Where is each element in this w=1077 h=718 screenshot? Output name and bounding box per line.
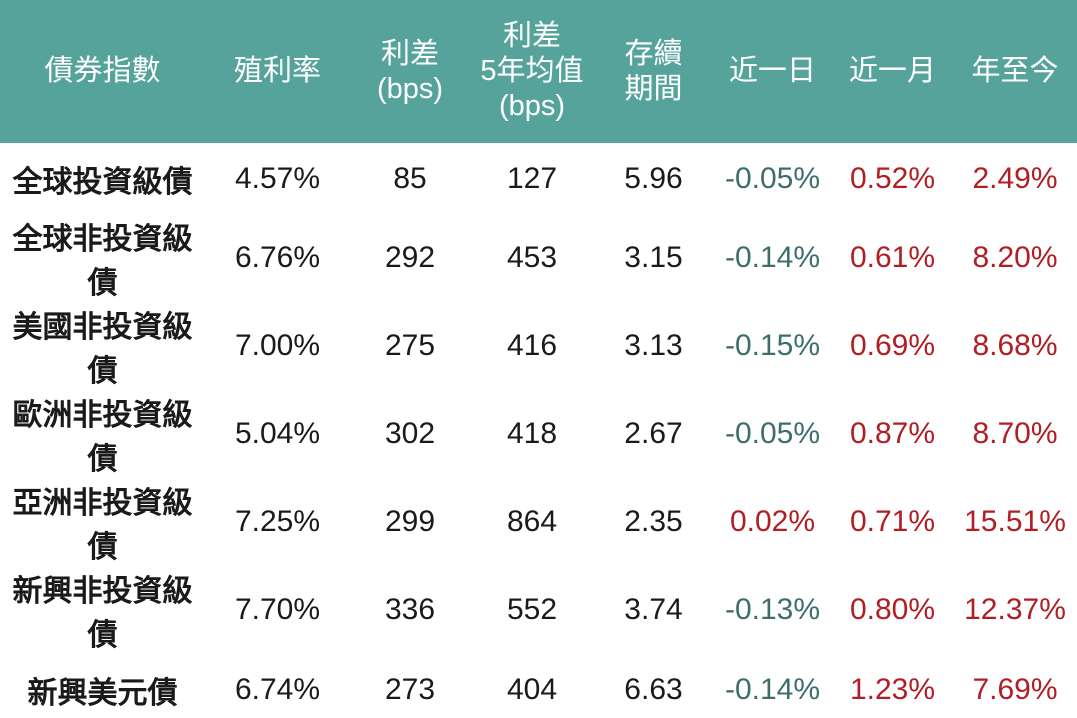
- table-row: 美國非投資級債 7.00% 275 416 3.13 -0.15% 0.69% …: [0, 302, 1077, 390]
- cell-chg-ytd: 15.51%: [964, 505, 1066, 538]
- col-header-duration: 存續 期間: [624, 37, 683, 105]
- cell-chg-1m: 0.71%: [849, 505, 936, 538]
- cell-yield: 7.00%: [234, 329, 321, 362]
- col-header-chg-ytd: 年至今: [971, 55, 1059, 88]
- cell-chg-ytd: 8.20%: [972, 241, 1058, 274]
- table-row: 歐洲非投資級債 5.04% 302 418 2.67 -0.05% 0.87% …: [0, 390, 1077, 478]
- cell-spread-bps: 273: [384, 672, 436, 706]
- header-row: 債券指數 殖利率 利差 (bps) 利差 5年均值 (bps) 存續 期間 近一…: [0, 0, 1077, 143]
- col-header-chg-1m: 近一月: [848, 55, 936, 88]
- cell-duration: 3.74: [624, 593, 683, 626]
- cell-chg-1d: -0.15%: [724, 329, 821, 362]
- cell-yield: 6.74%: [234, 672, 321, 706]
- cell-spread-bps: 85: [393, 161, 427, 195]
- cell-spread-bps: 336: [384, 593, 436, 626]
- col-header-bond-index: 債券指數: [44, 55, 161, 88]
- cell-spread-5y-avg-bps: 418: [506, 417, 558, 450]
- cell-bond-index: 亞洲非投資級債: [12, 487, 193, 564]
- cell-bond-index: 全球非投資級債: [12, 223, 193, 300]
- cell-chg-1m: 0.80%: [849, 593, 936, 626]
- col-header-yield: 殖利率: [233, 55, 321, 88]
- cell-chg-1m: 0.61%: [849, 241, 936, 274]
- cell-spread-bps: 302: [384, 417, 436, 450]
- col-header-spread-bps: 利差 (bps): [376, 37, 444, 105]
- table-body: 全球投資級債 4.57% 85 127 5.96 -0.05% 0.52% 2.…: [0, 143, 1077, 718]
- cell-spread-5y-avg-bps: 404: [506, 672, 558, 706]
- cell-chg-ytd: 12.37%: [964, 593, 1066, 626]
- col-header-spread-5y-avg-bps: 利差 5年均值 (bps): [480, 20, 584, 122]
- cell-duration: 3.13: [624, 329, 683, 362]
- cell-chg-1d: -0.14%: [724, 672, 821, 706]
- cell-chg-1d: -0.05%: [724, 417, 821, 450]
- cell-duration: 6.63: [624, 672, 683, 706]
- cell-duration: 2.67: [624, 417, 683, 450]
- cell-spread-bps: 292: [384, 241, 436, 274]
- cell-bond-index: 美國非投資級債: [12, 311, 193, 388]
- cell-chg-1m: 0.69%: [849, 329, 936, 362]
- cell-bond-index: 新興非投資級債: [12, 575, 193, 652]
- cell-spread-bps: 275: [384, 329, 436, 362]
- cell-chg-1m: 0.87%: [849, 417, 936, 450]
- table-row: 全球非投資級債 6.76% 292 453 3.15 -0.14% 0.61% …: [0, 214, 1077, 302]
- cell-chg-ytd: 2.49%: [972, 161, 1058, 195]
- cell-chg-1m: 0.52%: [849, 161, 936, 195]
- col-header-chg-1d: 近一日: [728, 55, 816, 88]
- cell-duration: 5.96: [624, 161, 683, 195]
- cell-yield: 4.57%: [234, 161, 321, 195]
- cell-chg-1d: 0.02%: [729, 505, 816, 538]
- cell-chg-ytd: 8.68%: [972, 329, 1058, 362]
- table-row: 新興非投資級債 7.70% 336 552 3.74 -0.13% 0.80% …: [0, 566, 1077, 654]
- cell-yield: 6.76%: [234, 241, 321, 274]
- cell-bond-index: 歐洲非投資級債: [12, 399, 193, 476]
- cell-duration: 3.15: [624, 241, 683, 274]
- cell-duration: 2.35: [624, 505, 683, 538]
- cell-bond-index: 新興美元債: [27, 676, 178, 710]
- table-row: 亞洲非投資級債 7.25% 299 864 2.35 0.02% 0.71% 1…: [0, 478, 1077, 566]
- cell-chg-ytd: 8.70%: [972, 417, 1058, 450]
- cell-spread-5y-avg-bps: 552: [506, 593, 558, 626]
- cell-bond-index: 全球投資級債: [12, 165, 193, 199]
- cell-spread-5y-avg-bps: 864: [506, 505, 558, 538]
- cell-spread-5y-avg-bps: 416: [506, 329, 558, 362]
- cell-chg-1d: -0.14%: [724, 241, 821, 274]
- cell-chg-1d: -0.13%: [724, 593, 821, 626]
- cell-chg-1d: -0.05%: [724, 161, 821, 195]
- cell-spread-5y-avg-bps: 127: [506, 161, 558, 195]
- table-header: 債券指數 殖利率 利差 (bps) 利差 5年均值 (bps) 存續 期間 近一…: [0, 0, 1077, 143]
- table-row: 新興美元債 6.74% 273 404 6.63 -0.14% 1.23% 7.…: [0, 654, 1077, 718]
- cell-spread-5y-avg-bps: 453: [506, 241, 558, 274]
- cell-yield: 7.70%: [234, 593, 321, 626]
- cell-yield: 7.25%: [234, 505, 321, 538]
- cell-spread-bps: 299: [384, 505, 436, 538]
- cell-yield: 5.04%: [234, 417, 321, 450]
- cell-chg-ytd: 7.69%: [972, 672, 1058, 706]
- table-row: 全球投資級債 4.57% 85 127 5.96 -0.05% 0.52% 2.…: [0, 143, 1077, 214]
- cell-chg-1m: 1.23%: [849, 672, 936, 706]
